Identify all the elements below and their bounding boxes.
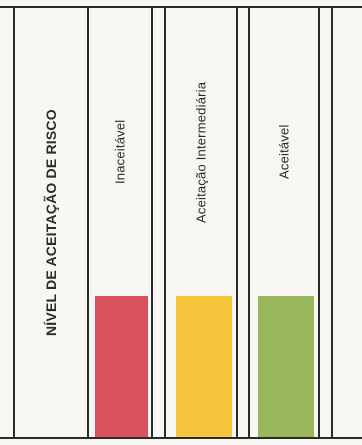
level-label-inaceitavel: Inaceitável [112,119,128,185]
column-divider [318,6,320,439]
column-divider [164,6,166,439]
level-label-aceitacao-intermediaria: Aceitação Intermediária [193,81,209,223]
table-border-left [13,6,15,439]
column-divider [331,6,333,439]
level-label-aceitavel: Aceitável [276,124,292,180]
table-border-top [0,6,362,8]
column-divider [248,6,250,439]
swatch-aceitacao-intermediaria [176,296,232,437]
table-border-bottom [0,437,362,439]
column-divider [87,6,89,439]
column-divider [236,6,238,439]
table-header-title: NÍVEL DE ACEITAÇÃO DE RISCO [43,109,59,336]
swatch-aceitavel [258,296,314,437]
swatch-inaceitavel [95,296,148,437]
column-divider [151,6,153,439]
